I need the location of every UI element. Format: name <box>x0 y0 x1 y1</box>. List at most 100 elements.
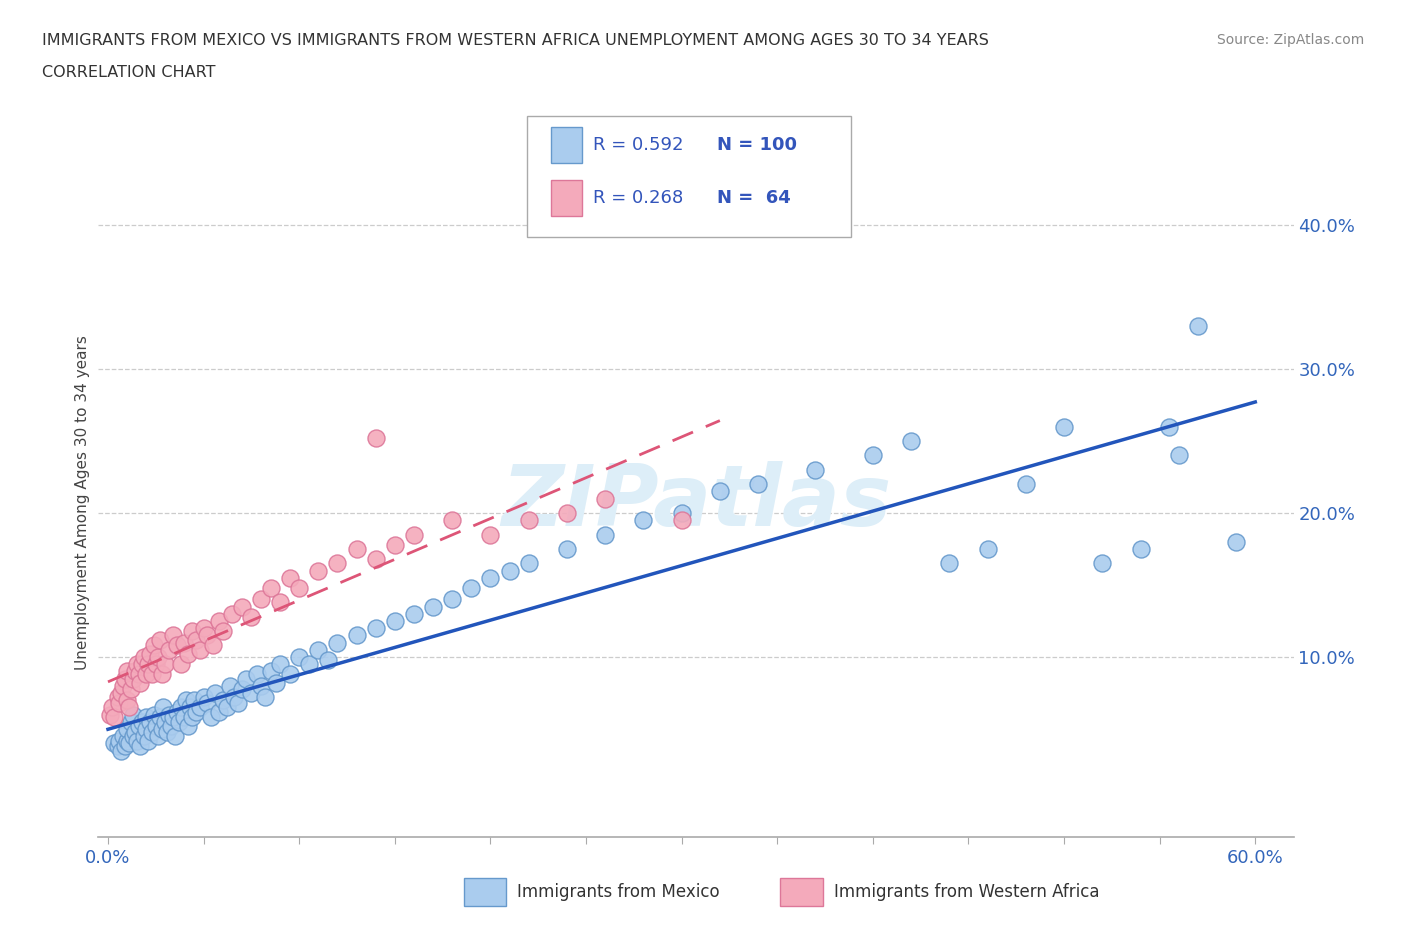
Point <box>200 710 222 724</box>
Point <box>145 657 167 671</box>
Point <box>115 664 138 679</box>
Point <box>402 606 425 621</box>
Point <box>204 685 226 700</box>
Point <box>107 690 129 705</box>
Point <box>169 700 191 715</box>
Point <box>101 700 124 715</box>
Point <box>671 512 693 527</box>
Point <box>112 678 135 693</box>
Point <box>110 743 132 758</box>
Point <box>326 635 349 650</box>
Point <box>240 609 263 624</box>
Point <box>633 512 655 527</box>
Point <box>197 696 219 711</box>
Point <box>422 599 444 614</box>
Point <box>976 541 998 556</box>
Point <box>173 635 195 650</box>
Point <box>114 738 136 753</box>
Point <box>900 433 922 448</box>
Point <box>166 638 188 653</box>
Point <box>134 729 156 744</box>
Point <box>98 707 121 722</box>
Point <box>441 592 464 607</box>
Point <box>1187 318 1209 333</box>
Point <box>121 707 143 722</box>
Point <box>219 678 242 693</box>
Point <box>184 704 207 719</box>
Point <box>155 657 177 671</box>
Point <box>1015 477 1038 492</box>
Point <box>121 671 143 686</box>
Point <box>346 628 368 643</box>
Point <box>121 729 143 744</box>
Point <box>157 643 180 658</box>
Text: ZIPatlas: ZIPatlas <box>501 460 891 544</box>
Point <box>197 628 219 643</box>
Point <box>152 700 174 715</box>
Point <box>136 733 159 748</box>
Point <box>107 738 129 753</box>
Point <box>1129 541 1152 556</box>
Point <box>364 431 387 445</box>
Point <box>118 736 141 751</box>
Point <box>162 628 184 643</box>
Point <box>215 700 238 715</box>
Point <box>862 448 884 463</box>
Point <box>176 693 198 708</box>
Point <box>162 710 184 724</box>
Text: IMMIGRANTS FROM MEXICO VS IMMIGRANTS FROM WESTERN AFRICA UNEMPLOYMENT AMONG AGES: IMMIGRANTS FROM MEXICO VS IMMIGRANTS FRO… <box>42 33 988 47</box>
Point <box>278 667 301 682</box>
Point <box>118 700 141 715</box>
Point <box>179 700 201 715</box>
Point <box>364 620 387 635</box>
Point <box>142 707 165 722</box>
Point <box>346 541 368 556</box>
Point <box>593 491 616 506</box>
Point <box>441 512 464 527</box>
Point <box>221 606 243 621</box>
Point <box>110 685 132 700</box>
Point <box>124 664 146 679</box>
Point <box>250 592 273 607</box>
Point <box>103 710 125 724</box>
Point <box>269 595 291 610</box>
Point <box>193 620 215 635</box>
Point <box>136 657 159 671</box>
Point <box>1091 556 1114 571</box>
Point <box>1225 535 1247 550</box>
Point <box>139 714 162 729</box>
Point <box>253 690 276 705</box>
Point <box>384 614 406 629</box>
Text: Immigrants from Mexico: Immigrants from Mexico <box>517 883 720 901</box>
Point <box>150 722 173 737</box>
Point <box>231 599 253 614</box>
Point <box>259 580 281 595</box>
Point <box>202 638 225 653</box>
Point <box>150 667 173 682</box>
Point <box>129 675 152 690</box>
Point <box>259 664 281 679</box>
Point <box>128 667 150 682</box>
Point <box>364 551 387 566</box>
Point <box>177 719 200 734</box>
Point <box>188 643 211 658</box>
Point <box>146 649 169 664</box>
Point <box>460 580 482 595</box>
Point <box>402 527 425 542</box>
Point <box>139 646 162 661</box>
Point <box>108 696 131 711</box>
Text: Source: ZipAtlas.com: Source: ZipAtlas.com <box>1216 33 1364 46</box>
Point <box>246 667 269 682</box>
Point <box>250 678 273 693</box>
Point <box>131 714 153 729</box>
Point <box>1167 448 1189 463</box>
Point <box>555 506 578 521</box>
Point <box>108 733 131 748</box>
Point <box>166 704 188 719</box>
Point <box>211 624 233 639</box>
Point <box>135 722 157 737</box>
Point <box>208 704 231 719</box>
Point <box>1053 419 1076 434</box>
Text: N = 100: N = 100 <box>717 136 797 154</box>
Text: R = 0.592: R = 0.592 <box>593 136 683 154</box>
